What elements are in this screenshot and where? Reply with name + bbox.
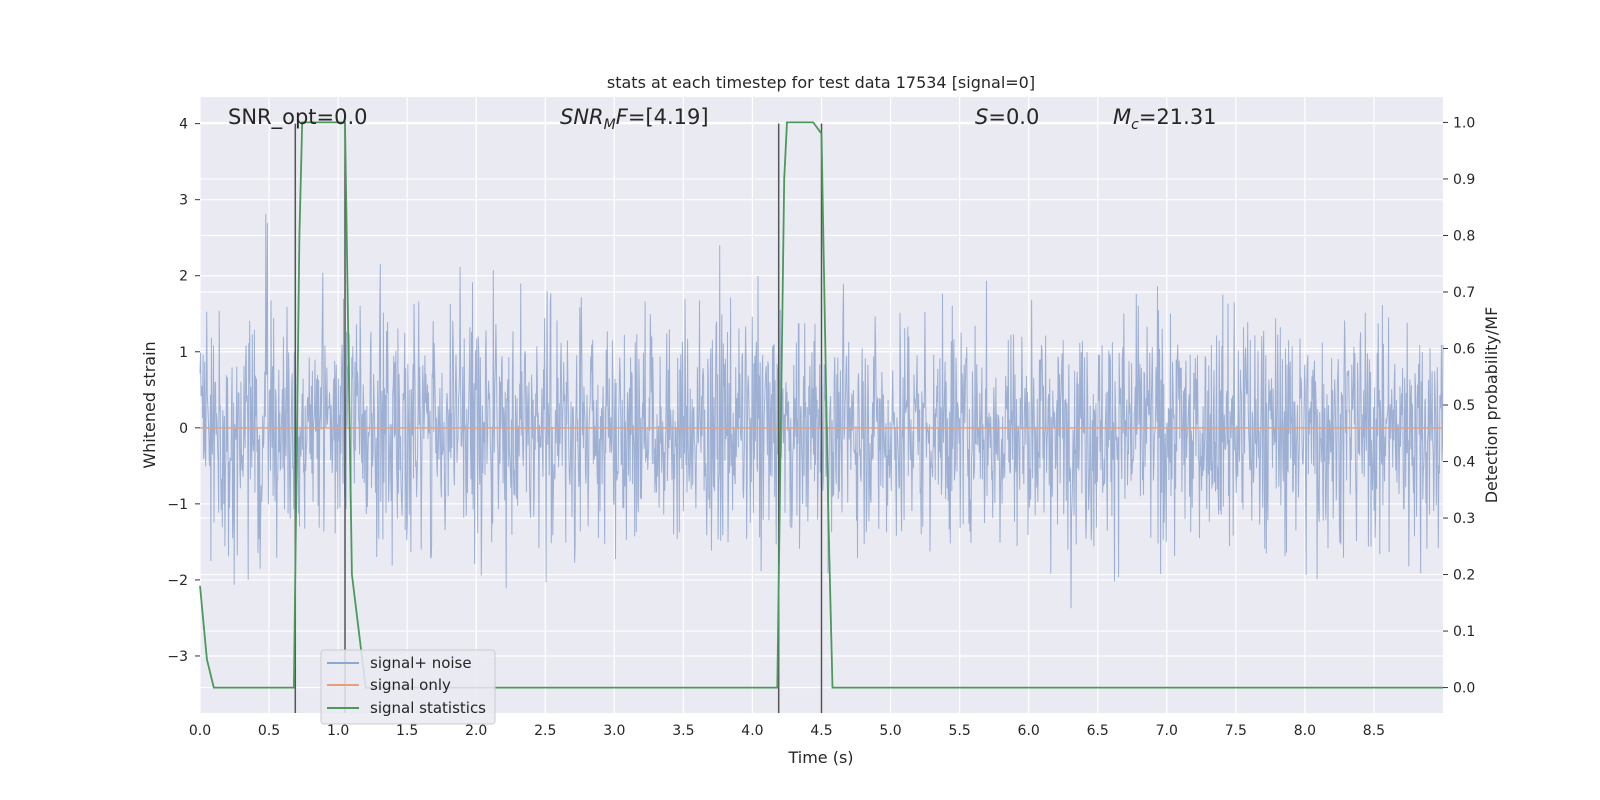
y-tick-label-right: 0.9 bbox=[1453, 172, 1475, 188]
annotation-s: S=0.0 bbox=[975, 105, 1039, 129]
y-tick-label-right: 0.2 bbox=[1453, 568, 1475, 584]
x-tick-label: 2.5 bbox=[534, 723, 556, 739]
legend-label-signal-only: signal only bbox=[370, 676, 451, 694]
y-tick-label-right: 0.4 bbox=[1453, 455, 1475, 471]
legend-label-statistics: signal statistics bbox=[370, 699, 486, 717]
x-tick-label: 4.0 bbox=[741, 723, 763, 739]
y-tick-label-right: 0.7 bbox=[1453, 285, 1475, 301]
y-tick-label-left: −3 bbox=[167, 649, 188, 665]
y-axis-label-left: Whitened strain bbox=[140, 341, 159, 468]
y-tick-label-left: 3 bbox=[179, 193, 188, 209]
annotation-snr-opt: SNR_opt=0.0 bbox=[228, 105, 368, 130]
y-axis-label-right: Detection probability/MF bbox=[1482, 307, 1501, 504]
x-tick-label: 2.0 bbox=[465, 723, 487, 739]
y-tick-label-left: 4 bbox=[179, 117, 188, 133]
x-tick-label: 6.0 bbox=[1018, 723, 1040, 739]
annotation-snr-mf: SNRMF=[4.19] bbox=[560, 105, 709, 133]
y-tick-label-right: 0.6 bbox=[1453, 341, 1475, 357]
x-tick-label: 1.5 bbox=[396, 723, 418, 739]
y-tick-label-left: −1 bbox=[167, 497, 188, 513]
x-tick-label: 3.0 bbox=[603, 723, 625, 739]
y-tick-label-right: 0.0 bbox=[1453, 681, 1475, 697]
x-tick-label: 6.5 bbox=[1087, 723, 1109, 739]
y-tick-label-left: 2 bbox=[179, 269, 188, 285]
y-tick-label-right: 0.5 bbox=[1453, 398, 1475, 414]
y-tick-label-left: 1 bbox=[179, 345, 188, 361]
annotation-mc: Mc=21.31 bbox=[1113, 105, 1217, 133]
x-tick-label: 1.0 bbox=[327, 723, 349, 739]
x-tick-label: 3.5 bbox=[672, 723, 694, 739]
x-tick-label: 5.0 bbox=[879, 723, 901, 739]
y-tick-label-left: 0 bbox=[179, 421, 188, 437]
x-tick-label: 0.5 bbox=[258, 723, 280, 739]
tick-labels: 0.0 0.5 1.0 1.5 2.0 2.5 3.0 3.5 4.0 4.5 5.0 5.5 6.0 6… bbox=[167, 115, 1475, 739]
legend: signal+ noise signal only signal statist… bbox=[320, 649, 496, 725]
y-tick-label-right: 0.1 bbox=[1453, 624, 1475, 640]
x-tick-label: 7.5 bbox=[1225, 723, 1247, 739]
x-tick-label: 5.5 bbox=[948, 723, 970, 739]
y-tick-label-left: −2 bbox=[167, 573, 188, 589]
y-tick-label-right: 0.3 bbox=[1453, 511, 1475, 527]
y-tick-label-right: 0.8 bbox=[1453, 228, 1475, 244]
x-tick-label: 4.5 bbox=[810, 723, 832, 739]
x-tick-label: 7.0 bbox=[1156, 723, 1178, 739]
x-tick-label: 0.0 bbox=[189, 723, 211, 739]
y-tick-label-right: 1.0 bbox=[1453, 115, 1475, 131]
x-axis-label: Time (s) bbox=[787, 748, 853, 767]
x-tick-label: 8.0 bbox=[1294, 723, 1316, 739]
legend-label-noise: signal+ noise bbox=[370, 654, 472, 672]
chart-title: stats at each timestep for test data 175… bbox=[607, 73, 1035, 92]
legend-box bbox=[320, 649, 496, 725]
x-tick-label: 8.5 bbox=[1363, 723, 1385, 739]
